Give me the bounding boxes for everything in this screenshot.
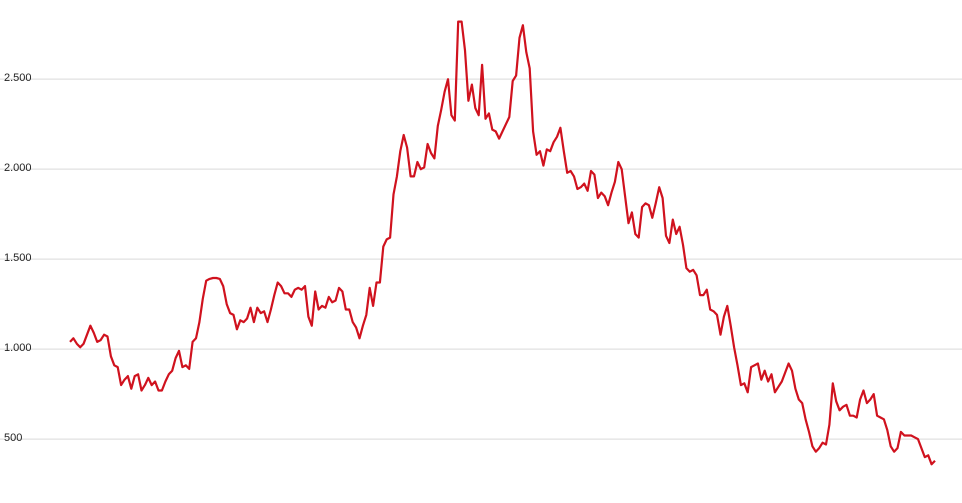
y-tick-label: 2.000 [4,162,32,174]
y-tick-label: 500 [4,432,22,444]
line [69,20,936,466]
y-tick-label: 2.500 [4,72,32,84]
y-tick-label: 1.000 [4,342,32,354]
y-tick-label: 1.500 [4,252,32,264]
